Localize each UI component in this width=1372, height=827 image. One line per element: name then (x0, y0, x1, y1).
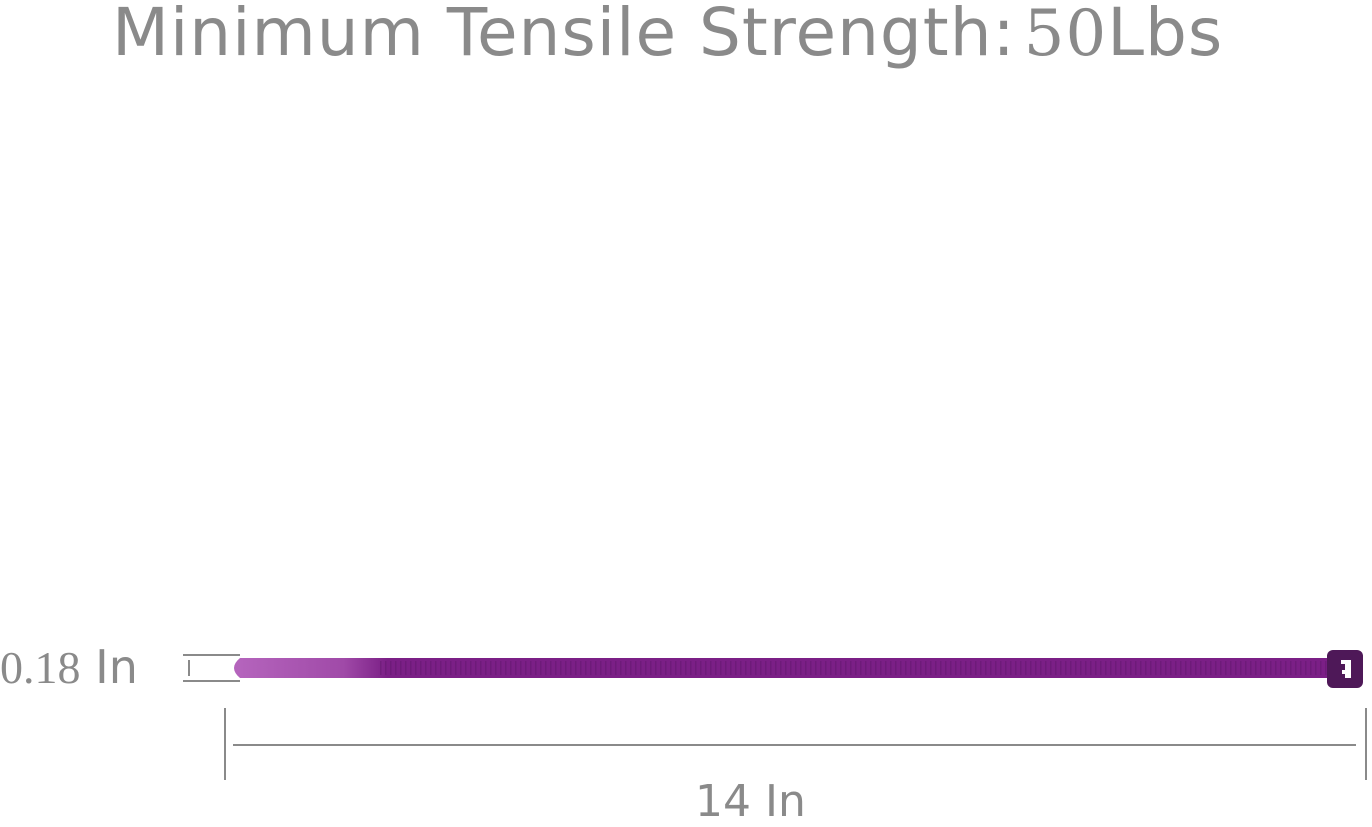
width-value: 0.18 (0, 642, 81, 693)
width-label: 0.18 In (0, 640, 138, 694)
length-label: 14 In (695, 776, 806, 827)
strength-unit: Lbs (1107, 0, 1224, 71)
width-unit: In (95, 640, 138, 694)
tensile-strength-title: Minimum Tensile Strength: 50Lbs (112, 0, 1223, 71)
strength-value: 50 (1023, 0, 1108, 71)
cable-tie (234, 650, 1363, 688)
length-dimension-line (224, 708, 1367, 780)
title-label: Minimum Tensile Strength: (112, 0, 1016, 71)
width-bracket (183, 654, 240, 682)
